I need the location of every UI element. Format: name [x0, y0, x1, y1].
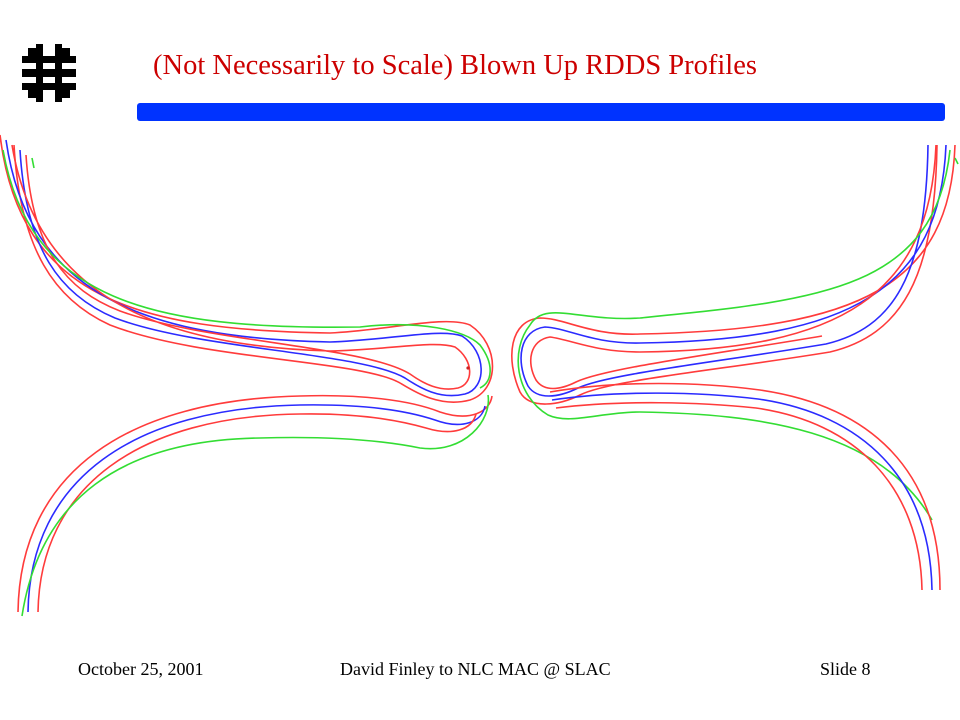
lower-left-green — [21, 394, 490, 617]
lower-right-red-outer — [549, 382, 941, 591]
upper-left-green — [2, 149, 491, 389]
edge-tick-marks — [31, 157, 959, 169]
upper-left-red-outer — [0, 134, 494, 403]
upper-left-blue — [5, 139, 482, 397]
marker-dot — [466, 366, 470, 370]
upper-right-profile — [511, 144, 956, 521]
upper-left-red-inner — [11, 144, 471, 390]
upper-left-profile — [0, 134, 494, 403]
upper-right-red-outer — [511, 144, 956, 405]
title-underline-bar — [137, 103, 945, 121]
footer-presenter: David Finley to NLC MAC @ SLAC — [340, 659, 611, 679]
lower-left-red-inner — [37, 413, 477, 613]
upper-right-red-inner — [529, 144, 937, 390]
upper-right-green — [517, 149, 951, 521]
slide-title: (Not Necessarily to Scale) Blown Up RDDS… — [153, 50, 757, 81]
lower-right-profile — [549, 382, 941, 591]
lower-right-red-inner — [555, 401, 923, 591]
footer-slide-number: Slide 8 — [820, 659, 871, 679]
fermilab-logo-icon — [18, 42, 80, 104]
lower-left-profile — [17, 394, 493, 617]
lower-left-red-outer — [17, 394, 493, 613]
lower-left-blue — [27, 404, 486, 613]
upper-right-blue — [520, 144, 947, 397]
lower-right-blue — [551, 392, 933, 591]
footer-date: October 25, 2001 — [78, 659, 204, 679]
rdds-profile-diagram — [0, 134, 959, 617]
